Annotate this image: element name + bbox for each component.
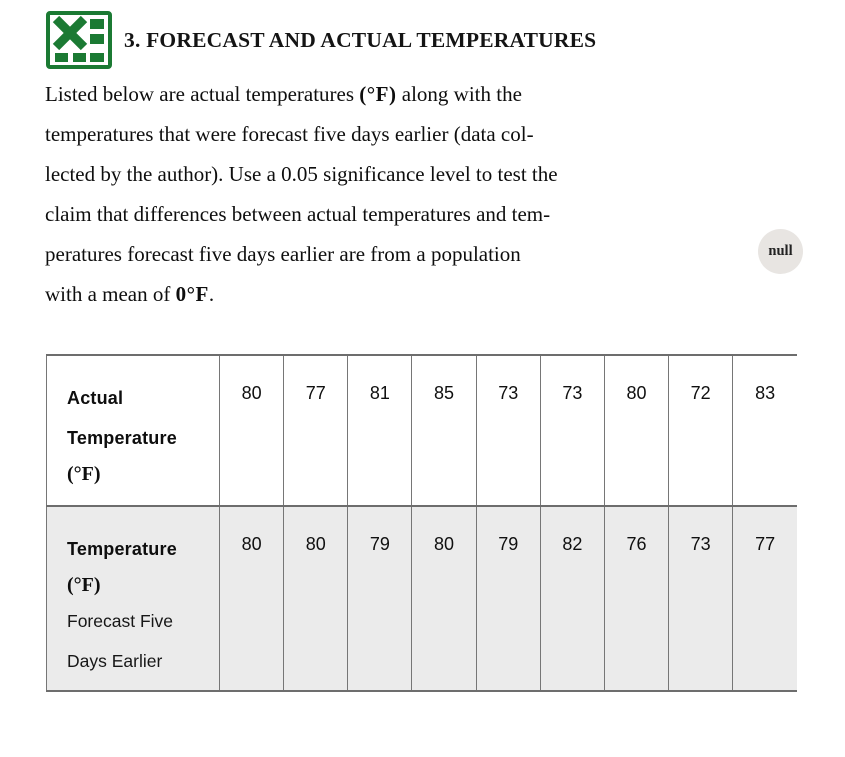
problem-line: lected by the author). Use a 0.05 signif… xyxy=(45,154,558,194)
temperature-value-cell: 81 xyxy=(347,355,412,506)
temperature-value-cell: 77 xyxy=(283,355,348,506)
forecast-temperature-row: Temperature (°F) Forecast Five Days Earlier… xyxy=(46,506,797,691)
temperature-value-cell: 80 xyxy=(283,506,348,691)
problem-text-segment: lected by the author). Use a 0.05 signif… xyxy=(45,162,558,186)
temperature-value-cell: 77 xyxy=(732,506,797,691)
temperature-value-cell: 80 xyxy=(411,506,477,691)
problem-text: Listed below are actual temperatures (°F… xyxy=(45,74,558,314)
problem-line: claim that differences between actual te… xyxy=(45,194,558,234)
temperature-value-cell: 82 xyxy=(539,506,605,691)
temperature-value-cell: 73 xyxy=(475,355,541,506)
row-label: Actual Temperature (°F) xyxy=(46,355,220,506)
row-label-line: Temperature xyxy=(67,539,177,559)
temperature-value-cell: 85 xyxy=(411,355,477,506)
row-label: Temperature (°F) Forecast Five Days Earlier xyxy=(46,506,220,691)
problem-text-segment: along with the xyxy=(396,82,522,106)
temperature-value-cell: 80 xyxy=(218,506,284,691)
problem-text-bold-segment: 0°F xyxy=(175,282,209,306)
problem-text-bold-segment: (°F) xyxy=(359,82,397,106)
actual-temperature-row: Actual Temperature (°F) 80 77 81 85 73 73 80 72 83 xyxy=(46,355,797,506)
row-label-line: (°F) xyxy=(67,574,101,596)
temperature-value-cell: 73 xyxy=(668,506,733,691)
page-title: 3. FORECAST AND ACTUAL TEMPERATURES xyxy=(124,27,597,52)
problem-text-segment: with a mean of xyxy=(45,282,176,306)
temperature-value-cell: 80 xyxy=(218,355,284,506)
temperature-value-cell: 72 xyxy=(668,355,733,506)
row-label-line: Forecast Five xyxy=(67,611,173,631)
row-label-line: (°F) xyxy=(67,463,101,485)
temperature-value-cell: 80 xyxy=(603,355,669,506)
temperature-value-cell: 83 xyxy=(732,355,797,506)
row-label-line: Days Earlier xyxy=(67,651,163,671)
problem-line: temperatures that were forecast five day… xyxy=(45,114,558,154)
problem-line: with a mean of 0°F. xyxy=(45,274,558,314)
temperature-table: Actual Temperature (°F) 80 77 81 85 73 73 80 72 83 T… xyxy=(46,354,797,692)
problem-line: peratures forecast five days earlier are… xyxy=(45,234,558,274)
problem-line: Listed below are actual temperatures (°F… xyxy=(45,74,558,114)
temperature-value-cell: 79 xyxy=(347,506,412,691)
problem-text-segment: claim that differences between actual te… xyxy=(45,202,551,226)
row-label-line: Temperature xyxy=(67,428,177,448)
excel-icon xyxy=(46,11,112,69)
temperature-value-cell: 79 xyxy=(475,506,541,691)
problem-text-segment: . xyxy=(208,282,215,306)
row-label-line: Actual xyxy=(67,388,124,408)
temperature-value-cell: 73 xyxy=(539,355,605,506)
header: 3. FORECAST AND ACTUAL TEMPERATURES xyxy=(46,11,596,69)
null-badge: null xyxy=(758,229,803,274)
problem-text-segment: Listed below are actual temperatures xyxy=(45,82,360,106)
temperature-value-cell: 76 xyxy=(603,506,669,691)
problem-text-segment: temperatures that were forecast five day… xyxy=(45,122,534,146)
problem-text-segment: peratures forecast five days earlier are… xyxy=(45,242,521,266)
